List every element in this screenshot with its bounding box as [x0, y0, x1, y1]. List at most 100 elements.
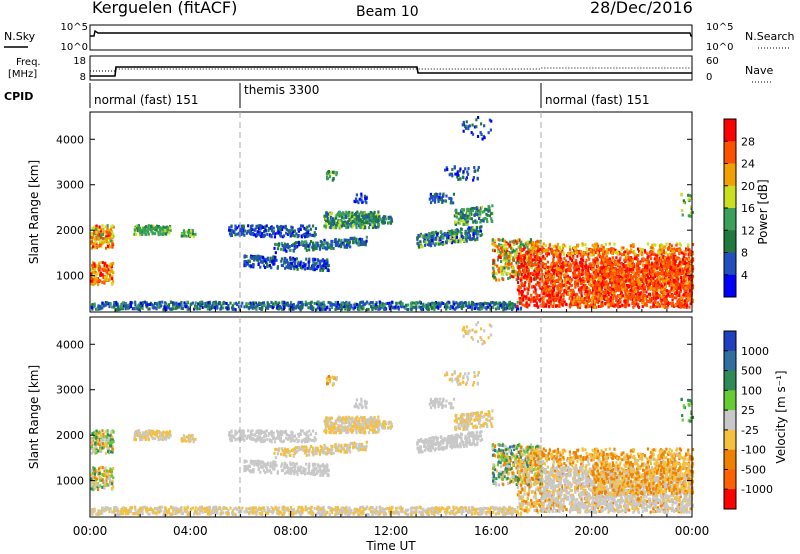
power-cell	[463, 217, 466, 221]
power-cell	[124, 302, 128, 306]
power-cell	[423, 304, 427, 308]
power-cell	[360, 237, 364, 241]
power-cell	[496, 302, 499, 306]
power-cell	[517, 260, 521, 264]
power-cell	[188, 230, 192, 234]
power-cell	[488, 209, 491, 213]
power-cell	[462, 301, 465, 305]
power-cell	[365, 218, 368, 222]
power-cell	[90, 235, 93, 239]
power-cell	[373, 224, 377, 228]
power-cell	[309, 301, 313, 305]
power-cell	[475, 220, 479, 224]
power-cell	[328, 307, 331, 311]
power-cell	[93, 245, 96, 249]
power-cell	[98, 304, 102, 308]
power-cell	[519, 270, 522, 274]
power-cell	[150, 224, 153, 228]
power-cell	[526, 269, 529, 273]
power-cell	[320, 259, 323, 263]
power-cell	[329, 219, 332, 223]
power-cell	[465, 239, 468, 243]
power-cell	[318, 246, 322, 250]
power-cell	[279, 231, 282, 235]
power-cell	[579, 304, 582, 308]
power-cell	[473, 206, 476, 210]
power-cell	[481, 137, 484, 141]
power-cell	[123, 302, 126, 306]
power-cell	[290, 225, 293, 229]
power-cell	[618, 304, 621, 308]
power-cell	[340, 243, 343, 247]
power-cell	[116, 305, 120, 309]
power-cell	[535, 304, 538, 308]
power-cell	[299, 224, 303, 228]
power-cell	[234, 224, 237, 228]
power-cell	[461, 123, 464, 127]
power-cell	[377, 225, 380, 229]
power-cell	[433, 193, 436, 197]
power-cell	[341, 222, 345, 226]
power-cell	[266, 304, 269, 308]
power-cell	[492, 266, 495, 270]
power-cell	[523, 284, 526, 288]
power-cell	[519, 245, 522, 249]
power-cell	[509, 244, 513, 248]
power-cell	[172, 307, 175, 311]
power-cell	[318, 308, 322, 312]
power-cell	[370, 219, 373, 223]
power-cell	[354, 200, 357, 204]
power-cell	[442, 241, 446, 245]
power-cell	[500, 246, 503, 250]
power-cell	[469, 236, 472, 240]
power-cell	[323, 238, 326, 242]
power-cell	[426, 242, 429, 246]
power-cell	[348, 218, 351, 222]
power-cell	[164, 303, 167, 307]
power-cell	[459, 177, 462, 181]
power-cell	[111, 239, 114, 243]
power-cell	[216, 306, 219, 310]
power-cell	[304, 263, 307, 267]
power-cell	[90, 233, 94, 237]
power-cell	[342, 220, 345, 224]
power-cell	[266, 306, 269, 310]
power-cell	[530, 266, 533, 270]
power-cell	[287, 263, 290, 267]
power-cell	[476, 168, 480, 172]
power-cell	[324, 222, 327, 226]
power-cell	[460, 307, 464, 311]
power-cell	[359, 301, 362, 305]
power-cell	[516, 280, 520, 284]
power-cell	[588, 257, 591, 261]
power-cell	[325, 262, 328, 266]
power-cell	[336, 300, 340, 304]
power-cell	[457, 303, 460, 307]
power-cell	[313, 258, 317, 262]
power-cell	[308, 224, 311, 228]
power-cell	[266, 256, 270, 260]
power-cell	[94, 281, 97, 285]
power-cell	[307, 306, 310, 310]
power-cell	[519, 306, 523, 310]
power-cell	[291, 226, 294, 230]
power-cell	[172, 302, 176, 306]
power-cell	[444, 233, 447, 237]
power-cell	[271, 259, 274, 263]
power-cell	[495, 278, 498, 282]
power-cell	[391, 300, 394, 304]
power-cell	[491, 238, 494, 242]
power-cell	[453, 234, 456, 238]
power-cell	[138, 304, 141, 308]
power-cell	[327, 215, 330, 219]
power-cell	[432, 303, 435, 307]
power-cell	[454, 209, 457, 213]
power-cell	[319, 302, 323, 306]
power-cell	[326, 243, 329, 247]
power-cell	[92, 304, 96, 308]
power-cell	[326, 216, 329, 220]
power-cell	[645, 290, 648, 294]
power-cell	[358, 219, 361, 223]
power-cell	[284, 302, 287, 306]
power-cell	[96, 229, 99, 233]
